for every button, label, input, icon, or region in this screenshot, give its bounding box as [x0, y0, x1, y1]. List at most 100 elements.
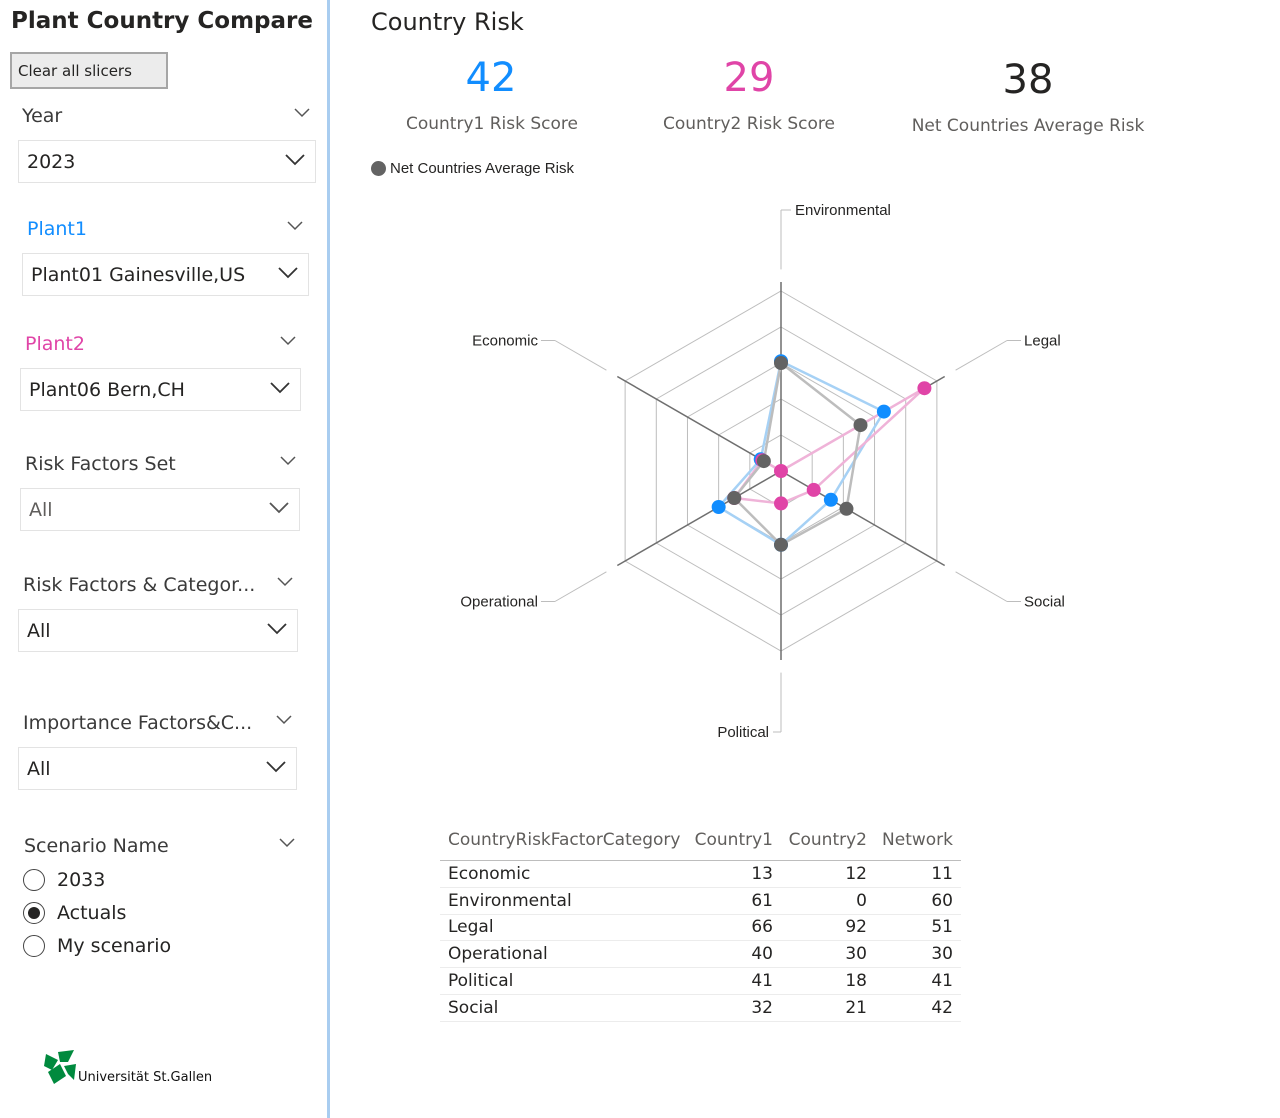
table-row: Legal 66 92 51 [440, 915, 961, 942]
scenario-option-my-scenario[interactable]: My scenario [23, 933, 171, 959]
column-header[interactable]: Country1 [694, 830, 773, 850]
chevron-down-icon [278, 267, 298, 279]
table-cell: Political [448, 971, 514, 992]
radio-button[interactable] [23, 869, 45, 891]
table-cell: Environmental [448, 890, 572, 911]
scenario-option-label: My scenario [57, 935, 172, 957]
radar-axis-label: Operational [460, 594, 538, 611]
table-cell: 11 [931, 863, 953, 884]
legend-label: Net Countries Average Risk [390, 160, 574, 177]
radar-data-point [823, 492, 838, 507]
table-cell: 92 [845, 917, 867, 938]
chevron-down-icon[interactable] [276, 715, 292, 725]
radar-data-point [774, 356, 788, 370]
table-cell: 66 [751, 917, 773, 938]
table-cell: 51 [931, 917, 953, 938]
radar-data-point [876, 404, 891, 419]
radar-label-leader [554, 340, 607, 371]
radar-axis-spoke [780, 470, 946, 567]
table-cell: 12 [845, 863, 867, 884]
table-row: Environmental 61 0 60 [440, 888, 961, 915]
kpi-country2-label: Country2 Risk Score [662, 114, 835, 134]
plant1-slicer-title: Plant1 [27, 218, 87, 240]
year-value: 2023 [27, 151, 76, 173]
risk-category-table: CountryRiskFactorCategory Country1 Count… [440, 820, 961, 1022]
year-dropdown[interactable]: 2023 [18, 140, 316, 183]
chart-legend[interactable]: Net Countries Average Risk [371, 160, 574, 177]
importance-factors-value: All [27, 758, 51, 780]
radar-chart[interactable]: Environmental Legal Social Political Operati… [360, 190, 1220, 760]
radar-data-point [711, 500, 726, 514]
plant2-slicer-title: Plant2 [25, 333, 85, 355]
legend-marker [371, 161, 386, 176]
radar-data-point [806, 482, 821, 497]
scenario-option-label: 2033 [57, 869, 106, 891]
table-cell: 30 [845, 944, 867, 965]
scenario-option-actuals[interactable]: Actuals [23, 900, 126, 926]
plant1-value: Plant01 Gainesville,US [31, 264, 246, 286]
table-cell: Social [448, 997, 499, 1018]
chevron-down-icon[interactable] [280, 456, 296, 466]
radar-data-point [774, 464, 788, 478]
radar-label-leader [955, 340, 1008, 371]
scenario-name-title: Scenario Name [24, 835, 169, 857]
chevron-down-icon [266, 761, 286, 773]
radar-series-line [716, 359, 886, 547]
scenario-option-2033[interactable]: 2033 [23, 867, 105, 893]
radar-axis-label: Legal [1024, 333, 1061, 350]
table-cell: Legal [448, 917, 494, 938]
table-cell: 41 [931, 971, 953, 992]
table-row: Social 32 21 42 [440, 995, 961, 1022]
hsg-logo-icon [44, 1050, 76, 1084]
app-title: Plant Country Compare [11, 8, 313, 34]
radio-button-selected[interactable] [23, 902, 45, 924]
risk-factors-categories-dropdown[interactable]: All [18, 609, 298, 652]
chevron-down-icon [270, 382, 290, 394]
chevron-down-icon[interactable] [279, 838, 295, 848]
risk-factors-set-value: All [29, 499, 53, 521]
kpi-country2-value: 29 [723, 55, 775, 101]
chevron-down-icon[interactable] [287, 221, 303, 231]
importance-factors-title: Importance Factors&C... [23, 712, 253, 734]
table-row: Political 41 18 41 [440, 968, 961, 995]
radar-axis-label: Social [1024, 594, 1065, 611]
radar-label-leader [955, 571, 1008, 602]
clear-all-slicers-button[interactable]: Clear all slicers [10, 52, 168, 89]
radar-axis-label: Political [717, 724, 769, 741]
risk-factors-set-title: Risk Factors Set [25, 453, 176, 475]
chevron-down-icon [285, 154, 305, 166]
chevron-down-icon[interactable] [277, 577, 293, 587]
column-header[interactable]: Country2 [788, 830, 867, 850]
plant1-dropdown[interactable]: Plant01 Gainesville,US [22, 253, 309, 296]
chevron-down-icon [267, 623, 287, 635]
radar-data-point [839, 501, 854, 516]
kpi-network-label: Net Countries Average Risk [911, 116, 1145, 136]
column-header[interactable]: CountryRiskFactorCategory [448, 830, 681, 850]
scenario-option-label: Actuals [57, 902, 127, 924]
column-header[interactable]: Network [882, 830, 953, 850]
risk-factors-set-dropdown[interactable]: All [20, 488, 300, 531]
kpi-country1-value: 42 [465, 55, 517, 101]
university-logo: Universität St.Gallen [44, 1050, 212, 1086]
risk-factors-categories-value: All [27, 620, 51, 642]
table-cell: 61 [751, 890, 773, 911]
table-cell: 42 [931, 997, 953, 1018]
table-cell: Operational [448, 944, 548, 965]
radar-data-point [853, 418, 868, 433]
radar-axis-spoke [616, 470, 782, 567]
table-cell: 32 [751, 997, 773, 1018]
table-cell: 41 [751, 971, 773, 992]
page-title: Country Risk [371, 8, 524, 36]
plant2-dropdown[interactable]: Plant06 Bern,CH [20, 368, 301, 411]
risk-factors-categories-title: Risk Factors & Categor... [23, 574, 256, 596]
importance-factors-dropdown[interactable]: All [18, 747, 297, 790]
chevron-down-icon[interactable] [294, 108, 310, 118]
radar-label-leader [554, 571, 607, 602]
chevron-down-icon [269, 502, 289, 514]
table-cell: 0 [856, 890, 867, 911]
chevron-down-icon[interactable] [280, 336, 296, 346]
radio-button[interactable] [23, 935, 45, 957]
kpi-network-value: 38 [1002, 57, 1054, 103]
table-cell: 30 [931, 944, 953, 965]
table-cell: Economic [448, 863, 531, 884]
